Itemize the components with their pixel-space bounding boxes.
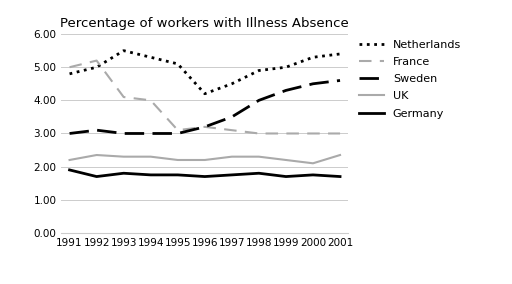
Legend: Netherlands, France, Sweden, UK, Germany: Netherlands, France, Sweden, UK, Germany	[359, 40, 461, 118]
Title: Percentage of workers with Illness Absence: Percentage of workers with Illness Absen…	[60, 17, 349, 30]
